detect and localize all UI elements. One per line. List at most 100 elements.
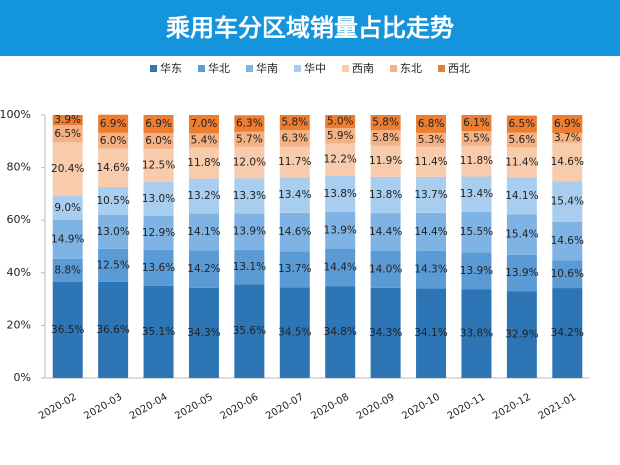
data-label: 13.4% xyxy=(278,189,311,201)
data-label: 12.9% xyxy=(142,227,175,239)
y-tick-label: 0% xyxy=(14,371,31,384)
data-label: 14.4% xyxy=(369,226,402,238)
x-tick-label: 2021-01 xyxy=(537,392,579,422)
bar-segment xyxy=(552,260,583,289)
data-label: 14.4% xyxy=(324,262,357,274)
data-label: 13.9% xyxy=(505,267,538,279)
bar-segment xyxy=(143,285,174,378)
bar-segment xyxy=(416,132,447,147)
data-label: 6.0% xyxy=(145,135,172,147)
data-label: 14.2% xyxy=(187,263,220,275)
legend-swatch xyxy=(390,65,397,72)
bar-segment xyxy=(325,128,356,144)
bar-segment xyxy=(52,258,83,283)
bar-segment xyxy=(370,115,401,131)
data-label: 11.8% xyxy=(460,155,493,167)
bar-segment xyxy=(234,249,265,285)
bar-segment xyxy=(325,212,356,249)
bar-segment xyxy=(143,148,174,182)
bar-segment xyxy=(552,115,583,134)
data-label: 6.3% xyxy=(281,133,308,145)
bar-segment xyxy=(370,145,401,177)
bar-segment xyxy=(279,177,310,213)
bar-segment xyxy=(234,178,265,214)
bar-segment xyxy=(279,146,310,178)
bar-segment xyxy=(325,143,356,176)
data-label: 3.7% xyxy=(554,132,581,144)
data-label: 11.8% xyxy=(187,157,220,169)
data-label: 14.1% xyxy=(187,226,220,238)
data-label: 13.8% xyxy=(369,189,402,201)
data-label: 34.2% xyxy=(551,327,584,339)
bar-segment xyxy=(552,221,583,261)
bar-segment xyxy=(143,133,174,149)
data-label: 34.5% xyxy=(278,327,311,339)
bar-segment xyxy=(370,287,401,378)
bar-segment xyxy=(52,219,83,259)
data-label: 14.6% xyxy=(96,162,129,174)
bar-segment xyxy=(325,286,356,378)
data-label: 13.1% xyxy=(233,261,266,273)
y-tick-label: 80% xyxy=(7,161,31,174)
bar-segment xyxy=(234,115,265,132)
x-tick-label: 2020-02 xyxy=(37,392,79,422)
bar-segment xyxy=(188,115,219,134)
data-label: 11.7% xyxy=(278,156,311,168)
bar-segment xyxy=(188,213,219,251)
bar-segment xyxy=(143,181,174,216)
bar-segment xyxy=(506,291,537,378)
bar-segment xyxy=(279,251,310,288)
bar-segment xyxy=(506,254,537,292)
bar-segment xyxy=(461,289,492,378)
x-tick-label: 2020-12 xyxy=(491,392,533,422)
bar-segment xyxy=(370,213,401,251)
data-label: 20.4% xyxy=(51,163,84,175)
bar-segment xyxy=(416,176,447,213)
data-label: 5.8% xyxy=(372,132,399,144)
y-tick-label: 60% xyxy=(7,213,31,226)
bar-segment xyxy=(461,115,492,132)
legend-swatch xyxy=(342,65,349,72)
y-tick-label: 20% xyxy=(7,318,31,331)
bar-segment xyxy=(143,115,174,134)
bar-segment xyxy=(506,214,537,255)
bar-segment xyxy=(370,176,401,214)
data-label: 14.6% xyxy=(551,235,584,247)
bar-segment xyxy=(98,214,129,249)
legend-label: 西北 xyxy=(448,62,470,75)
data-label: 13.0% xyxy=(96,226,129,238)
data-label: 36.6% xyxy=(96,324,129,336)
data-label: 6.9% xyxy=(145,118,172,130)
data-label: 13.7% xyxy=(414,189,447,201)
bar-segment xyxy=(98,114,129,133)
bar-segment xyxy=(416,250,447,289)
bar-segment xyxy=(325,248,356,287)
bar-segment xyxy=(234,131,265,147)
x-tick-label: 2020-07 xyxy=(264,392,306,422)
data-label: 15.4% xyxy=(505,229,538,241)
bar-segment xyxy=(325,115,356,129)
data-label: 13.8% xyxy=(324,188,357,200)
data-label: 11.4% xyxy=(414,156,447,168)
data-label: 10.6% xyxy=(551,268,584,280)
data-label: 6.5% xyxy=(54,128,81,140)
title-banner xyxy=(0,0,620,56)
data-label: 5.8% xyxy=(281,117,308,129)
x-tick-label: 2020-08 xyxy=(310,392,352,422)
data-label: 3.9% xyxy=(54,114,81,126)
bar-segment xyxy=(370,130,401,146)
legend-label: 华中 xyxy=(304,61,326,75)
bar-segment xyxy=(188,133,219,148)
data-label: 14.6% xyxy=(551,156,584,168)
data-label: 13.3% xyxy=(233,190,266,202)
data-label: 13.4% xyxy=(460,188,493,200)
bar-segment xyxy=(416,115,447,133)
data-label: 13.7% xyxy=(278,263,311,275)
data-label: 14.3% xyxy=(414,264,447,276)
bar-segment xyxy=(143,215,174,250)
data-label: 14.6% xyxy=(278,226,311,238)
legend-swatch xyxy=(150,65,157,72)
data-label: 13.9% xyxy=(460,265,493,277)
bar-segment xyxy=(234,213,265,250)
